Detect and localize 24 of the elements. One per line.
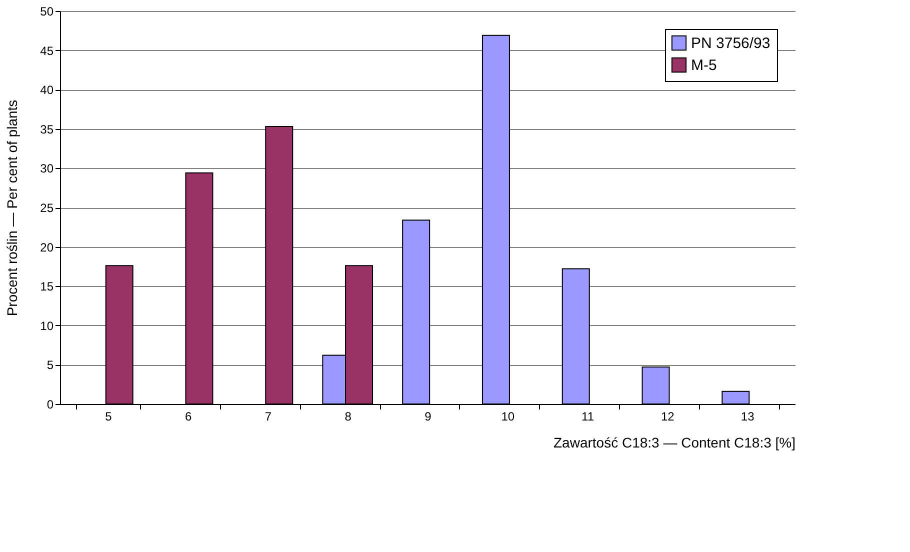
x-tick-label: 9 bbox=[424, 410, 432, 424]
y-tick-label: 40 bbox=[40, 83, 54, 98]
y-tick-label: 5 bbox=[46, 358, 54, 372]
y-tick-label: 35 bbox=[40, 122, 54, 136]
x-tick-label: 8 bbox=[344, 410, 352, 424]
x-axis-title: Zawartość C18:3 — Content C18:3 [%] bbox=[554, 434, 796, 450]
y-tick-label: 30 bbox=[40, 162, 54, 176]
y-tick-label: 10 bbox=[40, 318, 54, 333]
y-tick-label: 45 bbox=[40, 44, 54, 58]
y-tick-label: 0 bbox=[46, 398, 54, 412]
legend-label: M-5 bbox=[691, 57, 717, 74]
x-tick-label: 7 bbox=[264, 410, 272, 424]
x-tick-label: 10 bbox=[501, 410, 515, 424]
x-tick-label: 5 bbox=[105, 410, 112, 424]
x-tick-label: 11 bbox=[582, 410, 594, 424]
x-tick-label: 6 bbox=[184, 410, 192, 424]
x-tick-label: 12 bbox=[660, 410, 675, 424]
y-tick-label: 50 bbox=[40, 4, 54, 18]
x-tick-label: 13 bbox=[740, 410, 755, 424]
y-tick-label: 25 bbox=[40, 201, 54, 215]
y-tick-label: 20 bbox=[40, 240, 54, 254]
legend-label: PN 3756/93 bbox=[691, 35, 770, 52]
y-axis-title: Procent roślin — Per cent of plants bbox=[4, 100, 20, 316]
y-tick-label: 15 bbox=[40, 280, 54, 294]
